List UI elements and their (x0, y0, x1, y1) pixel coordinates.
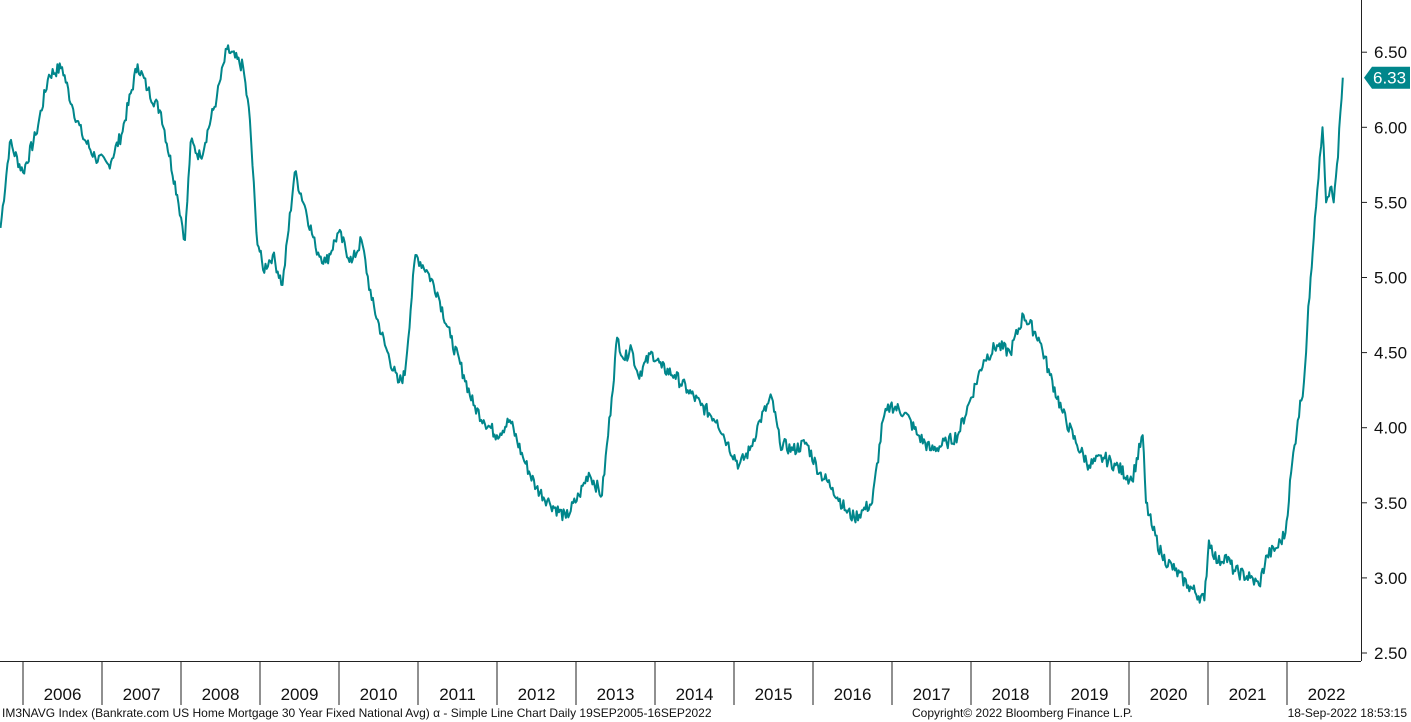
x-tick-label: 2012 (518, 685, 556, 704)
x-tick-label: 2013 (597, 685, 635, 704)
footer: IM3NAVG Index (Bankrate.com US Home Mort… (0, 705, 1411, 722)
x-tick-label: 2010 (360, 685, 398, 704)
y-tick-label: 3.50 (1374, 494, 1407, 513)
x-tick-label: 2016 (834, 685, 872, 704)
y-tick-label: 5.00 (1374, 269, 1407, 288)
y-axis-ticks: 2.50 3.00 3.50 4.00 4.50 5.00 5.50 6.00 6.50 (1361, 43, 1407, 663)
last-value-label: 6.33 (1373, 69, 1406, 88)
y-tick-label: 2.50 (1374, 644, 1407, 663)
x-tick-label: 2007 (123, 685, 161, 704)
footer-source: IM3NAVG Index (Bankrate.com US Home Mort… (2, 706, 712, 720)
x-tick-label: 2018 (992, 685, 1030, 704)
x-tick-label: 2017 (913, 685, 951, 704)
last-value-badge-shape (1364, 66, 1410, 89)
x-tick-label: 2022 (1308, 685, 1346, 704)
x-axis-ticks: 2006 2007 2008 2009 2010 2011 2012 2013 2014 2015… (22, 661, 1346, 705)
y-tick-label: 4.00 (1374, 419, 1407, 438)
y-tick-label: 5.50 (1374, 193, 1407, 212)
x-tick-label: 2020 (1150, 685, 1188, 704)
line-chart: 2.50 3.00 3.50 4.00 4.50 5.00 5.50 6.00 6.50 200… (0, 0, 1410, 705)
footer-timestamp: 18-Sep-2022 18:53:15 (1287, 706, 1407, 720)
x-tick-label: 2009 (281, 685, 319, 704)
x-tick-label: 2021 (1229, 685, 1267, 704)
y-tick-label: 3.00 (1374, 569, 1407, 588)
last-value-badge: 6.33 (1364, 66, 1410, 89)
x-tick-label: 2008 (202, 685, 240, 704)
footer-copyright: Copyright© 2022 Bloomberg Finance L.P. (912, 706, 1133, 720)
x-tick-label: 2015 (755, 685, 793, 704)
series-line-mortgage-rate (0, 44, 1344, 604)
x-tick-label: 2019 (1071, 685, 1109, 704)
y-tick-label: 6.50 (1374, 43, 1407, 62)
x-tick-label: 2014 (676, 685, 714, 704)
plot-area (0, 44, 1344, 604)
x-tick-label: 2011 (439, 685, 476, 704)
x-tick-label: 2006 (44, 685, 82, 704)
y-tick-label: 4.50 (1374, 344, 1407, 363)
y-tick-label: 6.00 (1374, 118, 1407, 137)
